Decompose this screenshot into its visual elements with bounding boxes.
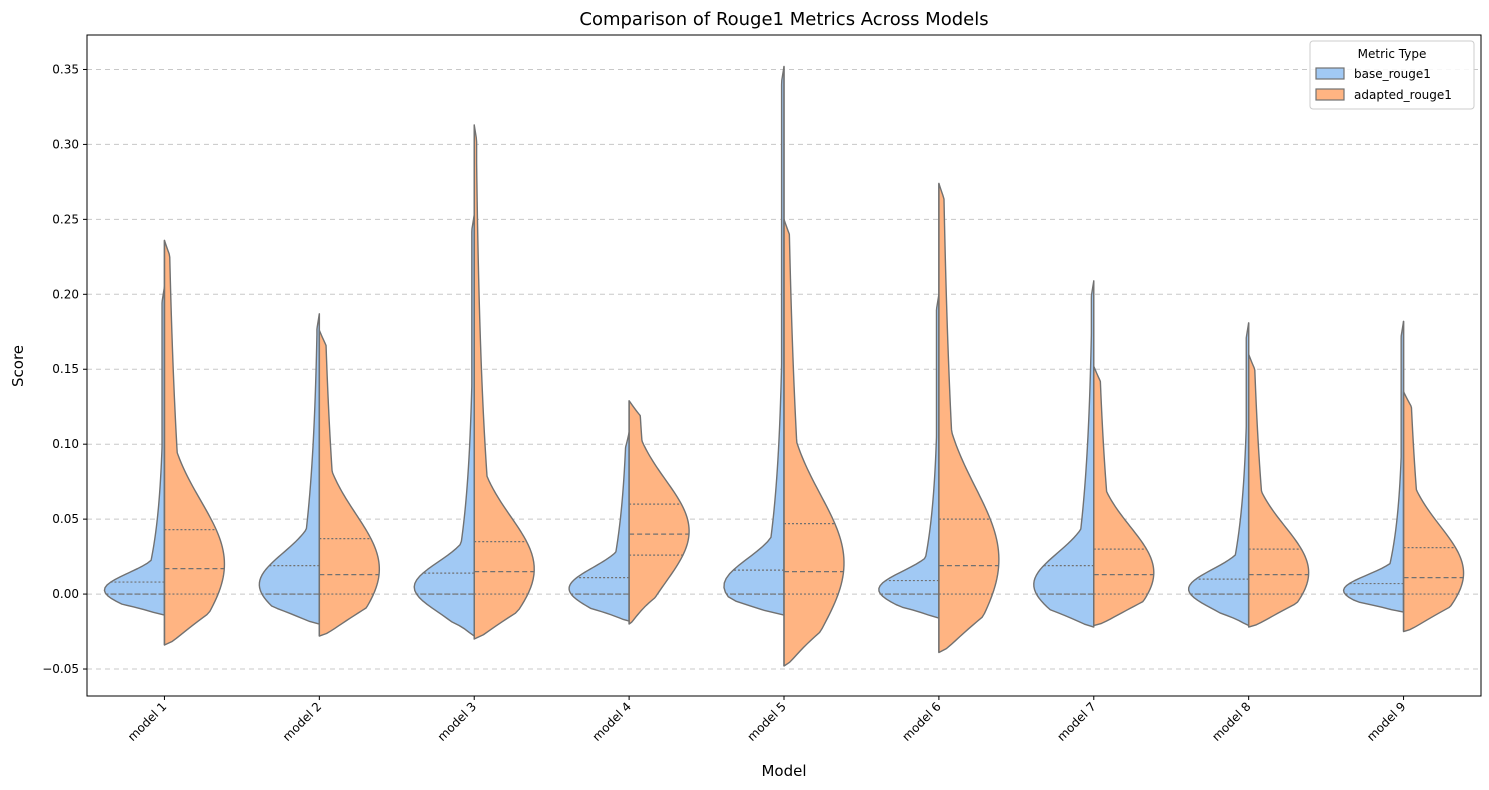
violin-half-base — [103, 286, 166, 616]
violin-half-base — [1342, 320, 1405, 613]
y-tick-label: 0.35 — [52, 62, 79, 76]
violin-half-adapted — [628, 400, 690, 625]
violin-half-base — [1033, 280, 1095, 628]
violin-half-base — [723, 65, 785, 616]
violin-half-base — [878, 293, 940, 619]
legend-title: Metric Type — [1358, 47, 1427, 61]
y-axis-label: Score — [9, 345, 27, 387]
x-axis-label: Model — [761, 762, 806, 780]
y-tick-label: 0.25 — [52, 212, 79, 226]
violin-half-adapted — [318, 329, 381, 637]
violin-half-base — [1187, 322, 1250, 627]
violin-half-adapted — [473, 124, 535, 640]
chart-title: Comparison of Rouge1 Metrics Across Mode… — [579, 9, 988, 30]
violin-half-adapted — [1093, 365, 1155, 627]
violin-half-adapted — [783, 218, 845, 667]
y-tick-label: 0.05 — [52, 512, 79, 526]
violin-half-adapted — [1247, 353, 1310, 628]
y-tick-label: 0.15 — [52, 362, 79, 376]
legend-swatch-adapted — [1315, 88, 1345, 101]
y-tick-label: 0.20 — [52, 287, 79, 301]
legend-label-adapted: adapted_rouge1 — [1354, 88, 1452, 102]
legend-label-base: base_rouge1 — [1354, 67, 1431, 81]
violin-layer — [103, 65, 1465, 667]
legend-frame — [1309, 40, 1475, 110]
violin-half-adapted — [1402, 391, 1465, 633]
violin-half-base — [413, 214, 475, 637]
legend-swatch-base — [1315, 67, 1345, 80]
y-tick-label: 0.30 — [52, 137, 79, 151]
y-tick-label: 0.10 — [52, 437, 79, 451]
y-tick-label: −0.05 — [42, 662, 79, 676]
violin-half-adapted — [938, 182, 1000, 654]
violin-half-base — [258, 313, 321, 625]
y-tick-label: 0.00 — [52, 587, 79, 601]
violin-half-base — [568, 431, 630, 622]
legend: Metric Type base_rouge1 adapted_rouge1 — [1309, 40, 1475, 110]
violin-half-adapted — [163, 239, 226, 646]
